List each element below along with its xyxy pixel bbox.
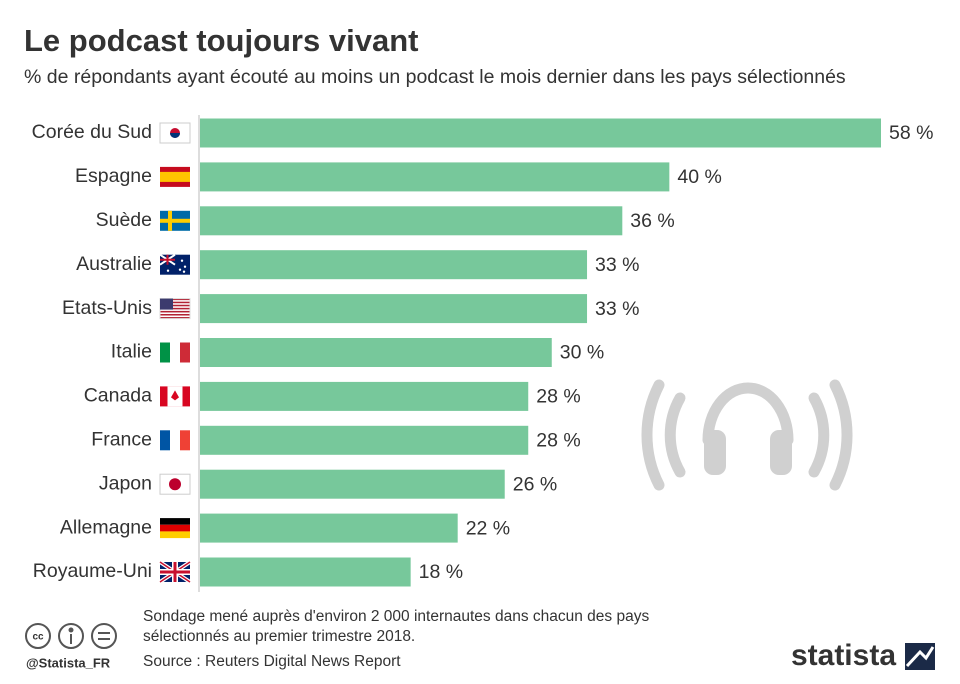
value-label: 18 %	[419, 561, 463, 583]
y-tick-label: Royaume-Uni	[33, 560, 152, 582]
flag-part	[180, 259, 184, 262]
flag	[159, 122, 191, 144]
flag-part	[160, 317, 190, 319]
flag-part	[160, 304, 190, 307]
flag-part	[160, 301, 190, 304]
flag	[159, 253, 190, 275]
bar	[200, 294, 588, 324]
flag-part	[160, 313, 190, 316]
flag	[160, 518, 190, 539]
bar	[200, 513, 458, 543]
brand-logo: statista	[791, 639, 896, 672]
value-label: 28 %	[536, 386, 580, 408]
flag-part	[160, 307, 190, 310]
flag	[160, 210, 190, 231]
flag-part	[180, 430, 190, 451]
y-tick-label: Espagne	[75, 165, 152, 187]
flag-part	[160, 518, 190, 525]
flag-part	[180, 342, 190, 363]
bar	[200, 162, 670, 192]
value-label: 33 %	[595, 298, 639, 320]
value-label: 36 %	[630, 210, 674, 232]
value-label: 58 %	[889, 122, 933, 144]
flag-part	[166, 269, 170, 272]
bar	[200, 425, 529, 455]
y-tick-label: Canada	[84, 385, 152, 407]
bar	[200, 469, 505, 499]
flag-part	[170, 133, 180, 138]
flag-part	[170, 342, 180, 363]
flag-part	[160, 524, 190, 532]
flag-part	[160, 218, 190, 223]
bar	[200, 250, 588, 280]
flag-part	[182, 270, 186, 273]
flag-part	[160, 531, 190, 539]
bar	[200, 338, 552, 367]
flag-part	[183, 265, 187, 268]
flag-part	[160, 254, 175, 265]
source: Source : Reuters Digital News Report	[143, 653, 401, 670]
flag-part	[160, 298, 190, 301]
flag-part	[169, 478, 181, 491]
note-line: Sondage mené auprès d'environ 2 000 inte…	[143, 608, 649, 625]
y-tick-label: Suède	[96, 209, 152, 231]
value-label: 28 %	[536, 429, 580, 451]
y-tick-label: Etats-Unis	[62, 297, 152, 319]
bar	[200, 557, 411, 587]
svg-text:cc: cc	[32, 632, 44, 643]
flag-part	[160, 430, 170, 451]
flag-part	[160, 298, 173, 310]
flag-part	[170, 430, 180, 451]
flag-part	[171, 390, 179, 401]
headphones-icon	[641, 379, 853, 491]
value-label: 22 %	[466, 517, 510, 539]
flag	[160, 386, 190, 407]
flag	[159, 473, 191, 495]
footer-icons: cc	[25, 623, 117, 649]
chart-subtitle: % de répondants ayant écouté au moins un…	[24, 66, 846, 88]
flag-part	[160, 171, 190, 182]
y-tick-label: Allemagne	[60, 516, 152, 538]
y-tick-label: Italie	[111, 341, 152, 363]
credit: @Statista_FR	[26, 655, 111, 670]
note-line: sélectionnés au premier trimestre 2018.	[143, 628, 415, 645]
flag-part	[160, 342, 170, 363]
value-label: 26 %	[513, 473, 557, 495]
brand-icon	[905, 643, 935, 670]
bar	[200, 381, 529, 411]
flag	[159, 298, 191, 320]
flag-part	[160, 562, 190, 582]
chart-title: Le podcast toujours vivant	[24, 23, 418, 58]
value-label: 40 %	[677, 166, 721, 188]
y-tick-label: Australie	[76, 253, 152, 275]
y-tick-label: Japon	[99, 472, 152, 494]
value-label: 30 %	[560, 342, 604, 364]
value-label: 33 %	[595, 254, 639, 276]
flag-part	[178, 268, 182, 271]
flag	[160, 166, 190, 187]
bar	[200, 206, 623, 236]
flag	[158, 560, 192, 584]
bar	[200, 118, 881, 148]
y-tick-label: France	[91, 428, 152, 450]
flag	[160, 430, 190, 451]
flag	[160, 342, 190, 363]
flag-part	[160, 310, 190, 313]
y-tick-label: Corée du Sud	[32, 121, 152, 143]
